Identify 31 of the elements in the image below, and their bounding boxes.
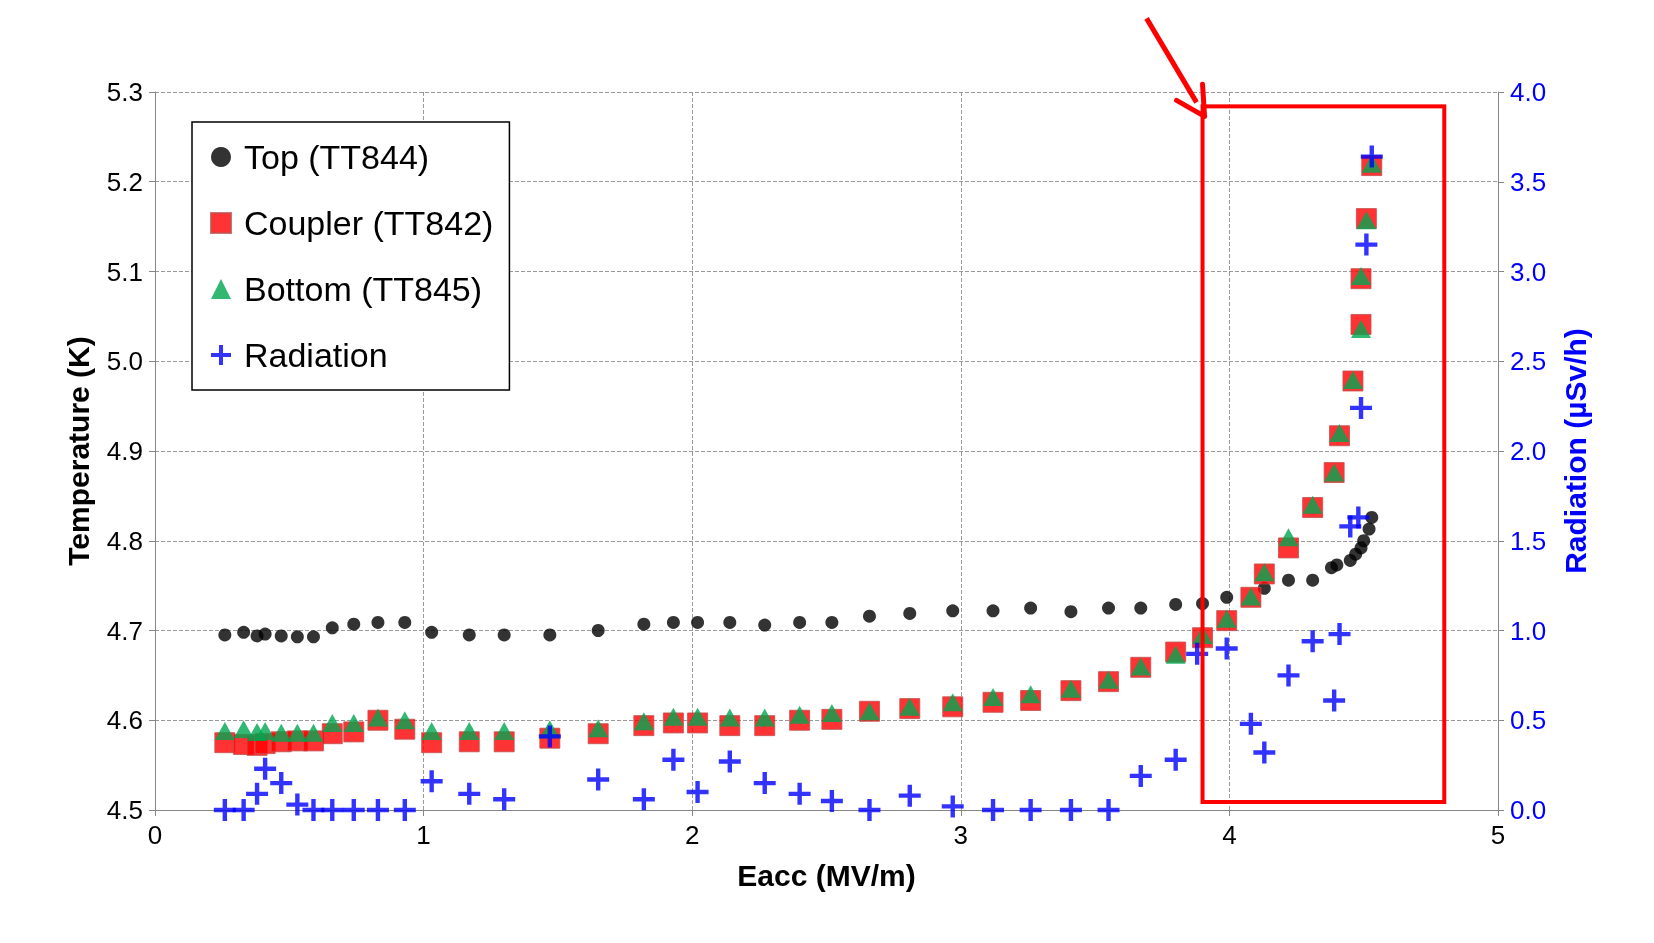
y2-tick-label: 3.0	[1510, 256, 1547, 287]
y2-tick-label: 2.5	[1510, 346, 1547, 377]
y2-axis-title: Radiation (µSv/h)	[1558, 328, 1592, 574]
y-tick-label: 5.2	[106, 166, 143, 197]
y2-tick-label: 1.5	[1510, 525, 1547, 556]
y-axis-title: Temperature (K)	[61, 336, 95, 566]
y-tick-label: 4.9	[106, 436, 143, 466]
y-tick-label: 4.8	[106, 525, 143, 556]
y2-tick-label: 4.0	[1510, 77, 1547, 107]
y2-tick-label: 3.5	[1510, 166, 1547, 197]
legend-label: Bottom (TT845)	[244, 270, 483, 308]
legend-label: Coupler (TT842)	[244, 204, 494, 242]
x-tick-label: 5	[1490, 820, 1506, 850]
x-tick-label: 1	[416, 820, 431, 850]
y-tick-label: 5.3	[106, 77, 143, 107]
y2-tick-label: 0.0	[1510, 795, 1547, 825]
legend-label: Top (TT844)	[244, 138, 430, 176]
y-tick-label: 5.0	[106, 346, 143, 377]
y-tick-label: 4.7	[106, 615, 143, 646]
x-tick-label: 4	[1222, 820, 1237, 850]
x-axis-title: Eacc (MV/m)	[737, 858, 916, 892]
x-tick-label: 0	[147, 820, 163, 850]
y-tick-label: 4.6	[106, 705, 143, 736]
y2-tick-label: 2.0	[1510, 436, 1547, 466]
legend-label: Radiation	[244, 336, 388, 374]
x-tick-label: 3	[953, 820, 969, 850]
y2-tick-label: 1.0	[1510, 615, 1547, 646]
y2-tick-label: 0.5	[1510, 705, 1547, 736]
y-tick-label: 4.5	[106, 795, 143, 825]
x-tick-label: 2	[684, 820, 700, 850]
y-tick-label: 5.1	[106, 256, 143, 287]
